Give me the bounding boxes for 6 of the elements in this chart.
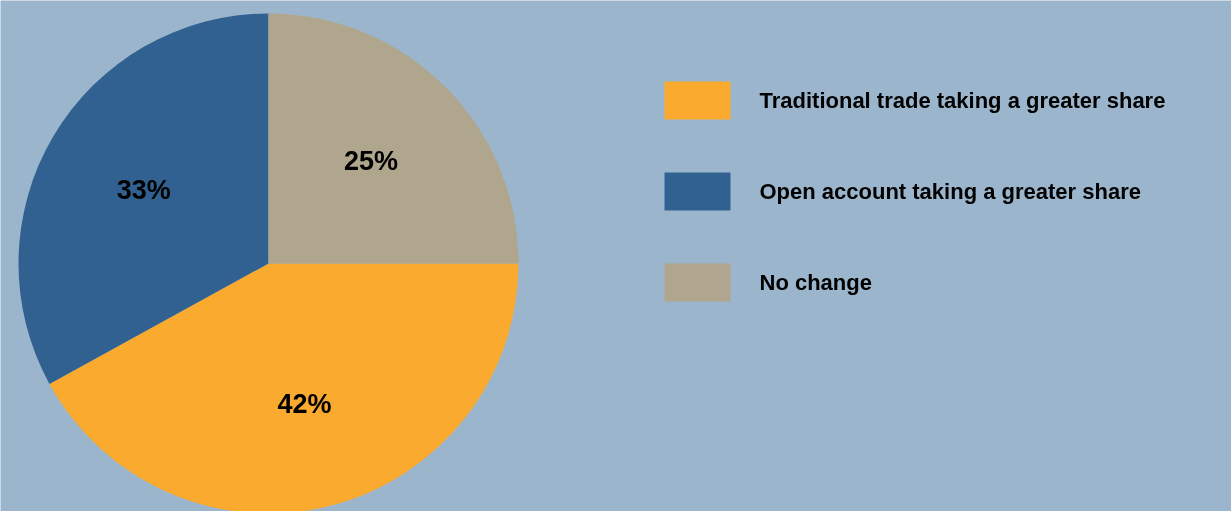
legend-label: Open account taking a greater share [759, 179, 1141, 204]
legend-label: Traditional trade taking a greater share [759, 88, 1166, 113]
data-label: 42% [277, 388, 332, 419]
data-label: 25% [344, 145, 399, 176]
legend-label: No change [759, 270, 872, 295]
data-label: 33% [116, 174, 171, 205]
